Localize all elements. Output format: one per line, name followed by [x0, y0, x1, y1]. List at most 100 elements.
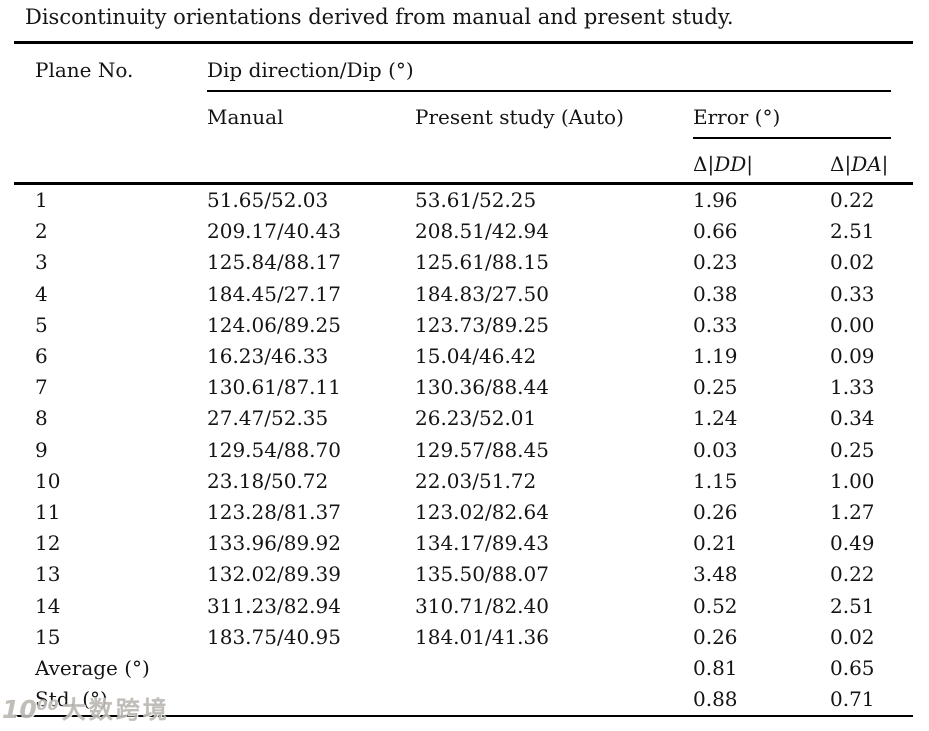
auto-value-cell: 310.71/82.40 [415, 593, 549, 618]
error-da-cell: 0.22 [830, 562, 875, 587]
delta-suffix: | [881, 152, 889, 177]
da-symbol: DA [851, 152, 882, 177]
auto-value-cell: 134.17/89.43 [415, 531, 549, 556]
watermark-text: 大数跨境 [61, 696, 170, 724]
error-da-cell: 0.09 [830, 344, 875, 369]
plane-no-cell: Std. (°) [14, 684, 207, 718]
error-da-cell: 1.33 [830, 375, 875, 400]
plane-no-cell: 11 [35, 500, 61, 525]
manual-value-cell: 125.84/88.17 [207, 250, 341, 275]
error-da-cell: 0.33 [830, 281, 875, 306]
error-dd-cell: 0.33 [693, 312, 738, 337]
auto-value-cell: 26.23/52.01 [415, 406, 537, 431]
auto-value-cell: 130.36/88.44 [415, 375, 549, 400]
plane-no-cell: 5 [35, 312, 48, 337]
row-filler [891, 247, 913, 278]
row-filler [891, 216, 913, 247]
header-filler [891, 137, 913, 185]
watermark-logo-icon: 10⁰⁰ [2, 695, 59, 724]
row-filler [891, 559, 913, 590]
manual-value-cell: 129.54/88.70 [207, 437, 341, 462]
auto-value-cell [415, 653, 693, 684]
watermark: 10⁰⁰ 大数跨境 [2, 690, 170, 725]
header-empty-cell [415, 137, 693, 185]
error-dd-cell: 0.52 [693, 593, 738, 618]
error-dd-cell: 0.81 [693, 656, 738, 681]
table-row: 9 129.54/88.70 129.57/88.45 0.03 0.25 [14, 435, 913, 466]
manual-value-cell: 184.45/27.17 [207, 281, 341, 306]
row-filler [891, 684, 913, 718]
table-body: 1 51.65/52.03 53.61/52.25 1.96 0.22 2 20… [14, 184, 913, 718]
auto-value-cell [415, 684, 693, 718]
col-header-present-study: Present study (Auto) [415, 105, 624, 129]
manual-value-cell: 51.65/52.03 [207, 188, 329, 212]
error-da-cell: 0.22 [830, 188, 875, 212]
col-header-delta-dd: Δ|DD| [693, 137, 830, 185]
plane-no-cell: 1 [35, 188, 48, 212]
plane-no-cell: 14 [35, 593, 61, 618]
col-header-plane-no: Plane No. [35, 58, 134, 83]
plane-no-cell: Average (°) [35, 656, 150, 681]
manual-value-cell [207, 653, 415, 684]
plane-no-cell: 12 [35, 531, 61, 556]
row-filler [891, 310, 913, 341]
row-filler [891, 466, 913, 497]
plane-no-cell: 4 [35, 281, 48, 306]
table-row: 6 16.23/46.33 15.04/46.42 1.19 0.09 [14, 341, 913, 372]
auto-value-cell: 184.83/27.50 [415, 281, 549, 306]
plane-no-cell: 9 [35, 437, 48, 462]
plane-no-cell: 8 [35, 406, 48, 431]
auto-value-cell: 129.57/88.45 [415, 437, 549, 462]
error-dd-cell: 3.48 [693, 562, 738, 587]
auto-value-cell: 22.03/51.72 [415, 468, 537, 493]
row-filler [891, 528, 913, 559]
error-da-cell: 0.49 [830, 531, 875, 556]
error-dd-cell: 0.66 [693, 219, 738, 244]
manual-value-cell: 209.17/40.43 [207, 219, 341, 244]
row-filler [891, 497, 913, 528]
orientation-table: Plane No. Dip direction/Dip (°) Manual P… [14, 41, 913, 718]
table-row: 3 125.84/88.17 125.61/88.15 0.23 0.02 [14, 247, 913, 278]
error-da-cell: 2.51 [830, 219, 875, 244]
table-row: 1 51.65/52.03 53.61/52.25 1.96 0.22 [14, 184, 913, 217]
error-da-cell: 0.71 [830, 684, 891, 718]
table-row: 5 124.06/89.25 123.73/89.25 0.33 0.00 [14, 310, 913, 341]
auto-value-cell: 15.04/46.42 [415, 344, 537, 369]
table-row: 7 130.61/87.11 130.36/88.44 0.25 1.33 [14, 372, 913, 403]
manual-value-cell [207, 684, 415, 718]
error-dd-cell: 1.15 [693, 468, 738, 493]
manual-value-cell: 133.96/89.92 [207, 531, 341, 556]
auto-value-cell: 53.61/52.25 [415, 188, 537, 212]
manual-value-cell: 130.61/87.11 [207, 375, 341, 400]
error-dd-cell: 0.88 [693, 684, 830, 718]
auto-value-cell: 123.73/89.25 [415, 312, 549, 337]
error-dd-cell: 0.25 [693, 375, 738, 400]
table-row: 15 183.75/40.95 184.01/41.36 0.26 0.02 [14, 622, 913, 653]
auto-value-cell: 184.01/41.36 [415, 624, 549, 649]
table-row: 12 133.96/89.92 134.17/89.43 0.21 0.49 [14, 528, 913, 559]
auto-value-cell: 125.61/88.15 [415, 250, 549, 275]
manual-value-cell: 183.75/40.95 [207, 624, 341, 649]
error-da-cell: 0.34 [830, 406, 875, 431]
auto-value-cell: 135.50/88.07 [415, 562, 549, 587]
error-da-cell: 0.65 [830, 656, 875, 681]
error-dd-cell: 0.38 [693, 281, 738, 306]
plane-no-cell: 13 [35, 562, 61, 587]
manual-value-cell: 311.23/82.94 [207, 593, 341, 618]
manual-value-cell: 123.28/81.37 [207, 500, 341, 525]
row-filler [891, 372, 913, 403]
table-row: 8 27.47/52.35 26.23/52.01 1.24 0.34 [14, 403, 913, 434]
delta-prefix: Δ| [693, 152, 715, 177]
col-header-manual: Manual [207, 105, 284, 129]
error-dd-cell: 0.23 [693, 250, 738, 275]
header-empty-cell [207, 137, 415, 185]
table-row: 10 23.18/50.72 22.03/51.72 1.15 1.00 [14, 466, 913, 497]
table-header: Plane No. Dip direction/Dip (°) Manual P… [14, 42, 913, 185]
auto-value-cell: 123.02/82.64 [415, 500, 549, 525]
plane-no-cell: 2 [35, 219, 48, 244]
error-dd-cell: 1.19 [693, 344, 738, 369]
col-group-dip-direction: Dip direction/Dip (°) [207, 42, 891, 92]
table-row: Average (°) 0.81 0.65 [14, 653, 913, 684]
table-row: Std. (°) 0.88 0.71 [14, 684, 913, 718]
auto-value-cell: 208.51/42.94 [415, 219, 549, 244]
